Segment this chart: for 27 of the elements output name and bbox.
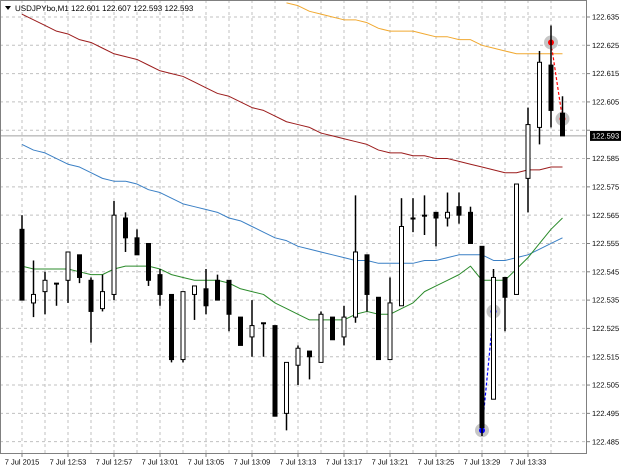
candlestick (307, 350, 312, 380)
candlestick (296, 344, 300, 386)
candlestick (54, 282, 59, 307)
candlestick (192, 285, 197, 321)
candlestick (261, 322, 266, 358)
candlestick (422, 194, 427, 236)
candlestick (330, 316, 335, 340)
candlestick (250, 299, 254, 358)
candlestick (456, 192, 462, 224)
candlestick (410, 197, 416, 233)
text: USDJPYbo,M1 122.601 122.607 122.593 122.593 (15, 4, 194, 13)
candlestick (100, 274, 105, 312)
candlestick (31, 260, 36, 318)
line-series (286, 2, 563, 54)
candlestick (502, 276, 508, 332)
candlestick (434, 212, 438, 248)
candlestick (42, 271, 48, 316)
line-series (22, 14, 563, 174)
candlestick (342, 305, 346, 346)
candlestick (204, 268, 208, 316)
line-series (22, 144, 563, 264)
candlestick (77, 254, 82, 284)
candlestick (215, 274, 220, 301)
candlestick (445, 192, 450, 228)
candlestick (134, 228, 140, 256)
candlestick (158, 268, 162, 307)
candlestick (123, 212, 128, 253)
